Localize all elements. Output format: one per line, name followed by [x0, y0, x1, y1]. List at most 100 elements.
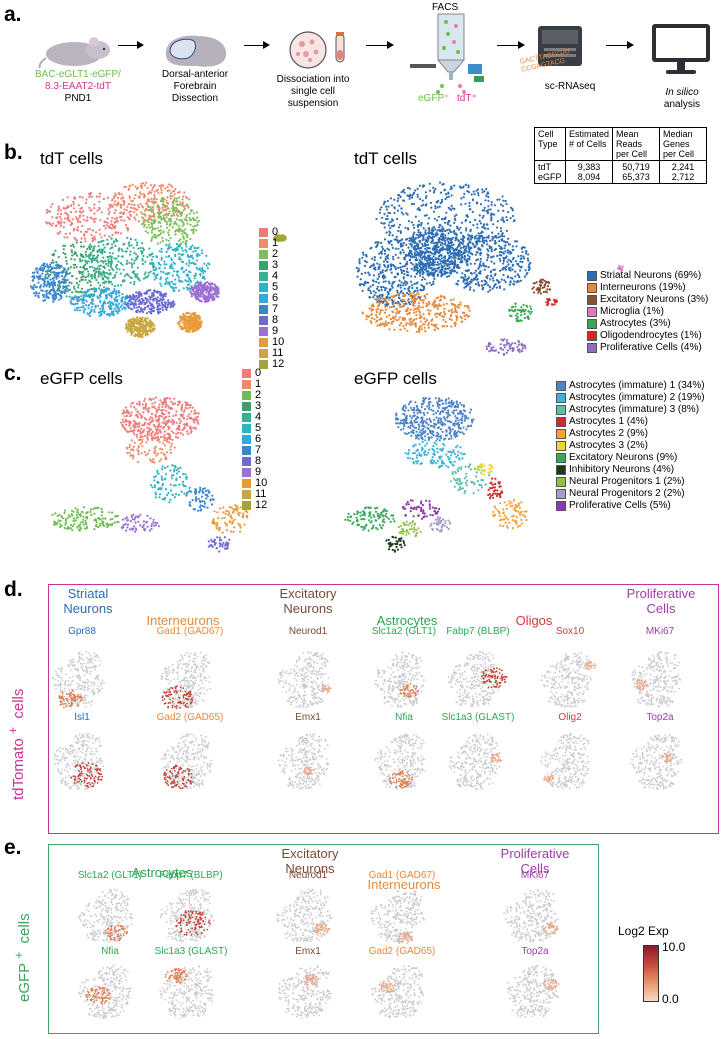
umap-cell-point: [514, 260, 517, 263]
umap-cell-point: [86, 281, 89, 284]
umap-cell-point: [403, 257, 406, 260]
umap-cell-point: [151, 223, 154, 226]
umap-cell-point: [410, 297, 413, 300]
umap-cell-point: [442, 238, 445, 241]
umap-cell-point: [502, 209, 505, 212]
umap-cell-point: [73, 285, 76, 288]
umap-cell-point: [509, 252, 512, 255]
umap-cell-point: [106, 196, 109, 199]
umap-cell-point: [139, 300, 142, 303]
umap-cell-point: [397, 229, 400, 233]
umap-cell-point: [135, 187, 138, 190]
umap-cell-point: [189, 209, 193, 212]
umap-cell-point: [389, 197, 392, 200]
umap-cell-point: [82, 270, 85, 273]
umap-cell-point: [450, 204, 453, 207]
umap-cell-point: [477, 232, 480, 235]
umap-cell-point: [362, 253, 365, 256]
umap-cell-point: [478, 219, 481, 223]
umap-cell-point: [438, 205, 441, 208]
umap-cell-point: [182, 321, 185, 324]
umap-cell-point: [48, 285, 51, 288]
umap-cell-point: [511, 264, 514, 267]
umap-cell-point: [392, 258, 395, 261]
stats-cell: 2,241: [671, 162, 695, 172]
umap-cell-point: [76, 225, 79, 229]
umap-cell-point: [78, 210, 81, 213]
umap-cell-point: [487, 208, 490, 211]
umap-cell-point: [94, 288, 97, 291]
umap-cell-point: [130, 329, 133, 332]
umap-cell-point: [483, 242, 486, 245]
umap-cell-point: [129, 299, 132, 302]
umap-cell-point: [165, 216, 168, 219]
umap-tdt-clusters: [30, 181, 287, 338]
umap-cell-point: [57, 220, 60, 223]
umap-cell-point: [399, 291, 402, 294]
umap-cell-point: [71, 291, 74, 294]
umap-cell-point: [404, 226, 407, 229]
umap-cell-point: [487, 195, 490, 199]
umap-cell-point: [171, 274, 174, 277]
umap-cell-point: [390, 271, 393, 274]
umap-cell-point: [57, 207, 61, 210]
umap-cell-point: [165, 223, 168, 226]
umap-cell-point: [425, 282, 428, 285]
cluster-label: 5: [272, 281, 279, 293]
umap-cell-point: [203, 277, 206, 280]
umap-cell-point: [403, 287, 406, 290]
umap-cell-point: [96, 254, 100, 257]
umap-cell-point: [141, 298, 144, 302]
cluster-label: 10: [272, 336, 285, 348]
umap-cell-point: [146, 209, 149, 212]
umap-cell-point: [167, 239, 170, 242]
umap-cell-point: [386, 217, 389, 220]
umap-cell-point: [49, 263, 52, 266]
umap-cell-point: [116, 196, 119, 199]
umap-cell-point: [99, 311, 102, 314]
umap-cell-point: [512, 214, 515, 218]
umap-cell-point: [184, 279, 187, 282]
stats-cell: 50,719: [622, 162, 650, 172]
umap-cell-point: [30, 285, 32, 288]
umap-cell-point: [476, 223, 479, 226]
umap-cell-point: [468, 240, 471, 243]
umap-cell-point: [147, 198, 150, 201]
umap-cell-point: [509, 281, 512, 284]
umap-cell-point: [43, 282, 46, 285]
umap-cell-point: [388, 248, 391, 251]
umap-cell-point: [385, 255, 388, 258]
umap-cell-point: [34, 291, 38, 294]
umap-cell-point: [68, 232, 71, 235]
umap-cell-point: [71, 296, 74, 299]
cluster-legend-item: 8: [259, 315, 284, 326]
umap-cell-point: [388, 212, 392, 215]
umap-cell-point: [373, 256, 377, 259]
umap-cell-point: [88, 206, 91, 209]
umap-cell-point: [57, 264, 60, 267]
umap-cell-point: [464, 251, 467, 254]
umap-cell-point: [399, 262, 402, 265]
umap-cell-point: [422, 203, 425, 206]
umap-cell-point: [182, 270, 186, 273]
umap-cell-point: [62, 251, 65, 254]
umap-cell-point: [487, 227, 490, 230]
umap-cell-point: [79, 260, 82, 263]
umap-cell-point: [157, 261, 160, 264]
umap-cell-point: [103, 246, 106, 249]
umap-cell-point: [450, 208, 453, 212]
umap-cell-point: [373, 258, 376, 262]
umap-cell-point: [468, 309, 471, 312]
umap-cell-point: [172, 222, 175, 225]
umap-cell-point: [42, 299, 45, 302]
umap-cell-point: [497, 209, 500, 212]
umap-cell-point: [44, 290, 47, 293]
umap-cell-point: [468, 255, 471, 258]
umap-cell-point: [453, 184, 456, 187]
cluster-legend-item: 0: [259, 227, 284, 238]
umap-cell-point: [112, 240, 116, 243]
umap-cell-point: [146, 231, 149, 234]
umap-cell-point: [452, 254, 455, 257]
umap-cell-point: [416, 195, 419, 198]
umap-cell-point: [212, 298, 215, 301]
